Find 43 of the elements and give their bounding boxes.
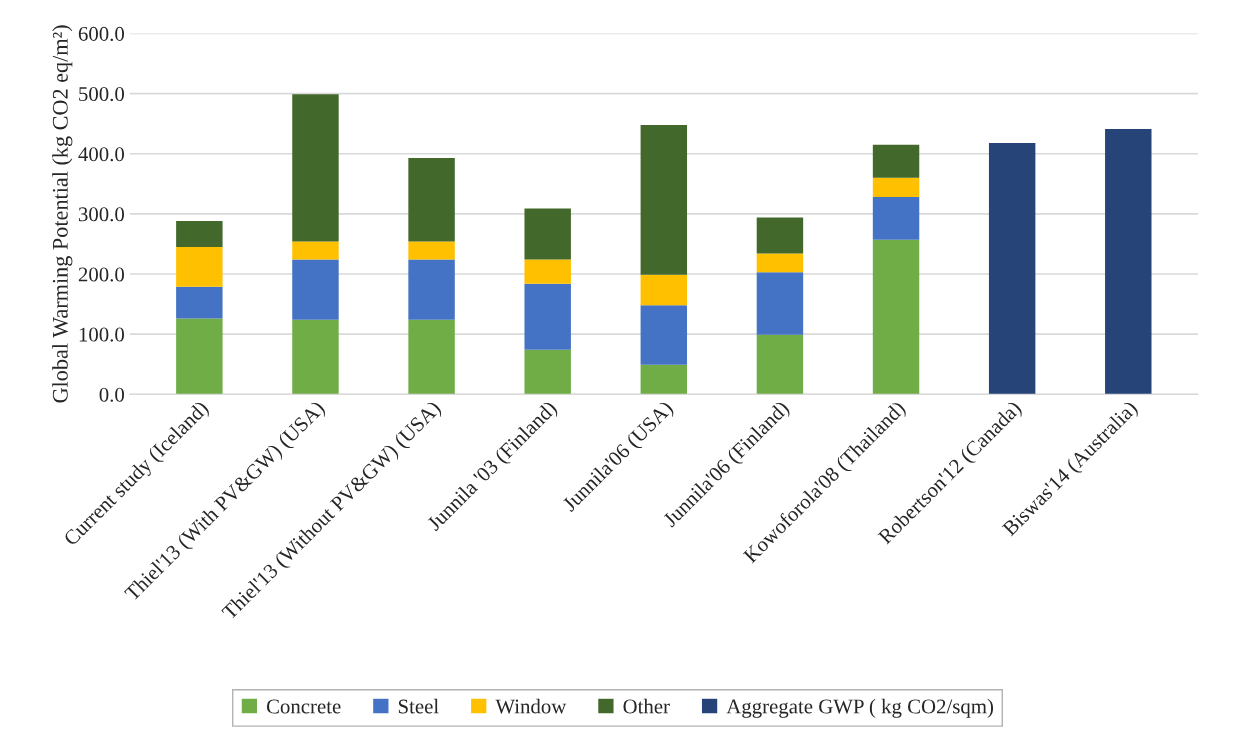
bar — [872, 197, 920, 240]
bar — [640, 274, 688, 306]
legend-label: Aggregate GWP ( kg CO2/sqm) — [726, 698, 994, 718]
y-tick-label: 600.0 — [78, 26, 125, 41]
bar — [524, 349, 571, 395]
bar — [408, 241, 455, 260]
bar — [408, 157, 455, 242]
bar — [1105, 129, 1152, 395]
bar — [176, 286, 223, 319]
y-tick-label: 300.0 — [78, 207, 125, 222]
bar — [524, 283, 571, 350]
bar — [292, 94, 339, 242]
bar — [872, 177, 920, 198]
bar — [408, 319, 455, 395]
bar — [988, 142, 1036, 395]
bar — [640, 305, 688, 365]
bar — [408, 259, 455, 320]
bar — [292, 241, 339, 260]
bar — [292, 319, 339, 395]
y-tick-label: 500.0 — [79, 86, 125, 102]
y-axis-title: Global Warming Potential (kg CO2 eq/m²) — [52, 25, 73, 403]
bar — [176, 246, 223, 287]
bar — [756, 272, 804, 335]
bar — [640, 124, 688, 275]
y-tick-label: 200.0 — [78, 267, 125, 282]
bar — [524, 259, 571, 284]
bar — [756, 217, 804, 254]
legend-label: Window — [495, 698, 567, 714]
bar — [292, 259, 339, 320]
bar — [176, 318, 223, 395]
bar — [176, 221, 223, 247]
y-tick-label: 100.0 — [79, 327, 125, 342]
legend-label: Concrete — [266, 699, 341, 714]
bar — [872, 239, 920, 395]
bar — [756, 253, 804, 273]
bar — [872, 144, 920, 178]
bar — [524, 208, 571, 260]
legend-label: Steel — [398, 698, 439, 714]
y-tick-label: 0.0 — [99, 387, 125, 402]
legend-label: Other — [623, 698, 670, 714]
y-tick-label: 400.0 — [78, 147, 125, 162]
bar — [640, 364, 688, 395]
bar — [756, 334, 804, 395]
